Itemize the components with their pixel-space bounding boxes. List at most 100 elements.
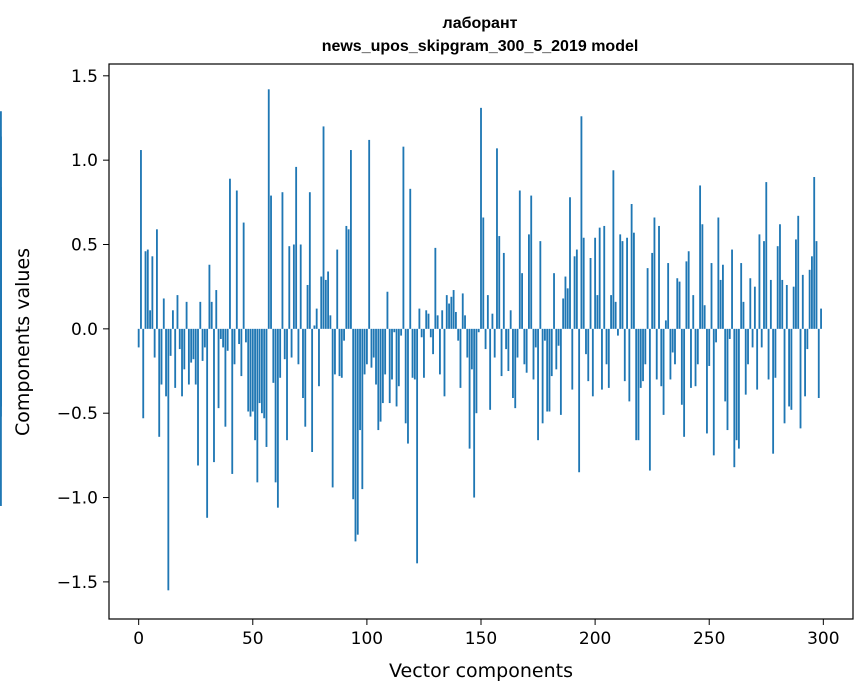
bar: [181, 328, 183, 397]
bar: [813, 177, 816, 329]
bar: [516, 328, 519, 358]
bar: [265, 328, 268, 447]
bar: [144, 251, 147, 329]
bar: [676, 278, 679, 329]
bar: [792, 286, 795, 329]
bar: [735, 328, 738, 441]
bar: [427, 313, 430, 329]
bar: [653, 217, 656, 329]
bar: [434, 247, 437, 329]
bar: [484, 328, 487, 350]
bar: [785, 284, 788, 329]
bar: [804, 328, 806, 397]
bar: [160, 328, 163, 385]
bar: [737, 328, 740, 449]
bar: [753, 286, 756, 329]
bar: [603, 225, 606, 329]
bar: [151, 256, 154, 329]
bar: [678, 281, 681, 329]
bar: [685, 261, 688, 329]
y-tick-label: −1.0: [57, 489, 98, 509]
bar: [528, 234, 530, 329]
bar: [425, 310, 428, 329]
bar: [541, 328, 544, 424]
bar: [548, 328, 551, 412]
bar: [0, 222, 2, 329]
bar: [450, 296, 453, 329]
bar: [744, 328, 747, 395]
bar: [555, 328, 558, 370]
x-tick-label: 250: [693, 629, 725, 649]
y-axis-label: Components values: [12, 248, 34, 436]
bar: [238, 328, 240, 345]
bar: [502, 252, 505, 329]
bar: [315, 308, 318, 329]
x-axis-label: Vector components: [389, 660, 573, 682]
bar: [731, 249, 733, 329]
bar: [0, 328, 2, 388]
bar: [569, 197, 571, 329]
bar: [534, 328, 537, 348]
bar: [623, 328, 626, 382]
bar: [249, 328, 252, 417]
bar: [808, 269, 811, 329]
bar: [489, 328, 492, 410]
y-tick-label: 1.5: [71, 67, 98, 87]
bar: [286, 328, 288, 441]
bar: [162, 298, 165, 329]
bar: [361, 328, 364, 490]
bar: [213, 328, 215, 463]
bar: [498, 236, 501, 329]
bar: [372, 328, 375, 358]
bar: [559, 328, 562, 415]
bar: [178, 328, 181, 350]
bar: [550, 328, 553, 377]
bar: [311, 328, 314, 452]
bar: [381, 328, 384, 404]
bar: [356, 328, 359, 535]
bar: [507, 328, 510, 372]
x-tick-label: 50: [242, 629, 264, 649]
bar: [208, 264, 211, 329]
bar: [407, 328, 409, 444]
bar: [747, 328, 749, 365]
bar: [662, 328, 665, 415]
bar: [267, 89, 270, 329]
bar: [530, 195, 533, 329]
bar: [245, 328, 247, 343]
bar: [596, 295, 599, 329]
bar: [454, 311, 457, 329]
bar: [655, 328, 658, 380]
bar: [475, 328, 478, 414]
bar: [140, 150, 142, 329]
bar: [477, 328, 480, 333]
bar: [626, 237, 628, 329]
bar: [525, 328, 528, 373]
bar: [176, 295, 179, 329]
bar: [270, 195, 272, 329]
bar: [169, 328, 172, 356]
bar: [231, 328, 234, 474]
bar: [203, 328, 206, 348]
bar: [288, 246, 291, 329]
bar: [304, 328, 307, 427]
bar: [242, 222, 245, 329]
bar: [795, 239, 797, 329]
bar: [386, 291, 389, 329]
bar: [699, 185, 702, 329]
bar: [712, 328, 715, 456]
bar: [722, 264, 724, 329]
bar: [671, 328, 674, 353]
bar: [648, 328, 651, 471]
bar: [187, 328, 190, 385]
bar: [224, 328, 227, 427]
bar: [222, 328, 225, 348]
bar: [811, 256, 813, 329]
bar: [690, 328, 692, 388]
bar: [781, 279, 784, 329]
bar: [578, 328, 581, 473]
bar: [546, 328, 549, 412]
bar: [190, 328, 193, 363]
bar: [696, 328, 699, 365]
bar: [619, 234, 622, 329]
